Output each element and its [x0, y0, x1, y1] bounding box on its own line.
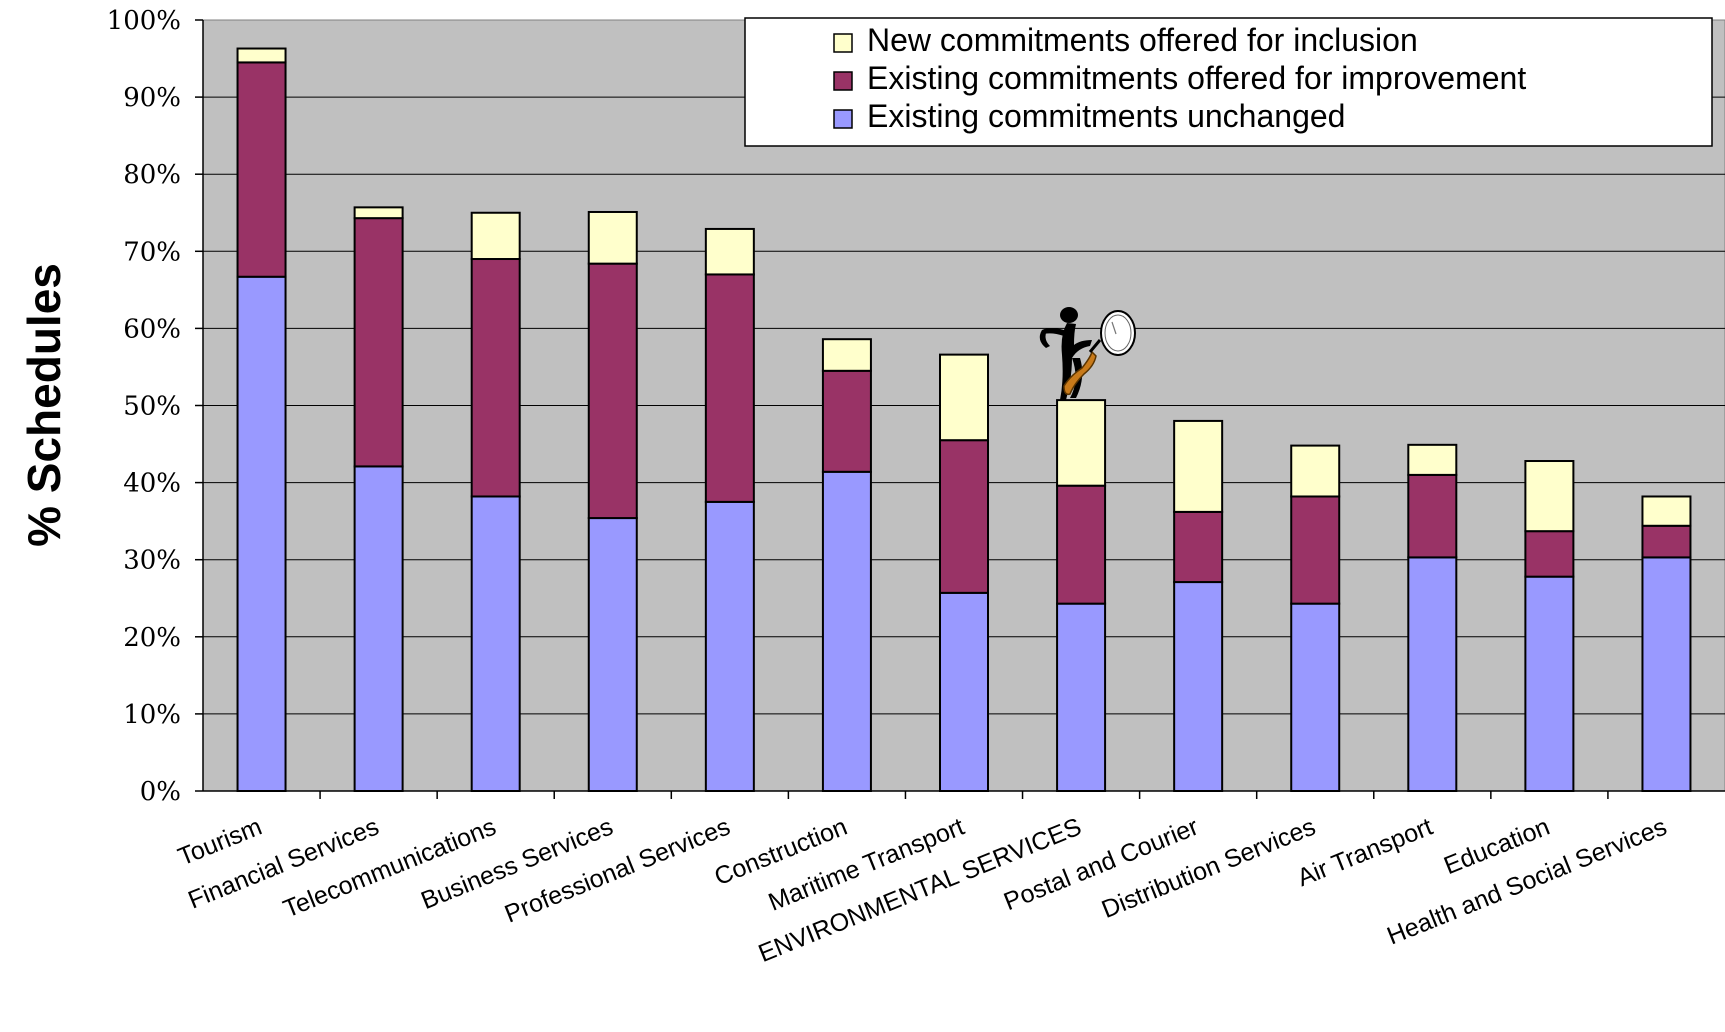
- y-tick-label: 40%: [123, 469, 181, 499]
- bars: [236, 47, 1692, 793]
- y-axis-ticks: 0% 10% 20% 30% 40% 50% 60% 70% 80% 90% 100%: [107, 6, 203, 807]
- bar-segment-series-1: [1290, 602, 1341, 792]
- bar-segment-series-2: [236, 61, 287, 278]
- bar-segment-series-1: [1407, 556, 1458, 793]
- bar-segment-series-1: [821, 470, 872, 792]
- x-tick-label: Distribution Services: [1098, 813, 1320, 924]
- bar-segment-series-3: [704, 227, 755, 276]
- bar-segment-series-2: [821, 369, 872, 473]
- y-tick-label: 0%: [140, 777, 181, 807]
- bar-segment-series-2: [704, 273, 755, 503]
- person-with-magnifying-glass-icon: [1039, 307, 1136, 400]
- bar-segment-series-3: [1056, 399, 1107, 487]
- bar-segment-series-1: [1173, 581, 1224, 793]
- y-tick-label: 70%: [123, 237, 181, 267]
- bar-segment-series-3: [1641, 495, 1692, 527]
- y-tick-label: 20%: [123, 623, 181, 653]
- bar-segment-series-1: [587, 517, 638, 792]
- y-tick-label: 90%: [123, 83, 181, 113]
- x-tick-label: Air Transport: [1293, 813, 1436, 893]
- bar-segment-series-1: [938, 591, 990, 793]
- bar-segment-series-2: [938, 439, 990, 594]
- bar-segment-series-1: [1524, 575, 1575, 792]
- bar-segment-series-2: [470, 258, 521, 498]
- bar-segment-series-3: [587, 210, 638, 265]
- bar-segment-series-1: [1056, 602, 1107, 792]
- bar-segment-series-2: [353, 217, 404, 468]
- bar-segment-series-1: [704, 500, 755, 792]
- bar-segment-series-3: [1524, 460, 1575, 533]
- y-tick-label: 60%: [123, 314, 181, 344]
- legend-swatch: [833, 109, 853, 129]
- bar-segment-series-1: [470, 495, 521, 792]
- bar-segment-series-3: [1173, 419, 1224, 513]
- legend-box: [744, 17, 1713, 147]
- bar-segment-series-2: [1056, 484, 1107, 605]
- bar-segment-series-3: [470, 211, 521, 261]
- legend-label: New commitments offered for inclusion: [867, 22, 1418, 58]
- bar-segment-series-3: [1290, 444, 1341, 498]
- bar-segment-series-3: [236, 47, 287, 64]
- y-tick-label: 50%: [123, 392, 181, 422]
- bar-segment-series-2: [587, 262, 638, 520]
- bar-segment-series-3: [938, 353, 990, 442]
- bar-segment-series-2: [1641, 524, 1692, 559]
- legend-label: Existing commitments offered for improve…: [867, 60, 1526, 96]
- legend-swatch: [833, 71, 853, 91]
- bar-segment-series-1: [353, 465, 404, 792]
- legend: New commitments offered for inclusionExi…: [744, 17, 1713, 147]
- y-axis-label: % Schedules: [18, 263, 70, 547]
- y-tick-label: 10%: [123, 700, 181, 730]
- legend-swatch: [833, 33, 853, 53]
- legend-label: Existing commitments unchanged: [867, 98, 1345, 134]
- bar-segment-series-2: [1407, 473, 1458, 559]
- y-tick-label: 30%: [123, 546, 181, 576]
- bar-segment-series-3: [821, 338, 872, 372]
- bar-segment-series-2: [1524, 530, 1575, 578]
- bar-segment-series-3: [1407, 443, 1458, 476]
- bar-segment-series-1: [236, 275, 287, 793]
- y-tick-label: 100%: [107, 6, 181, 36]
- y-tick-label: 80%: [123, 160, 181, 190]
- bar-segment-series-2: [1173, 510, 1224, 584]
- bar-segment-series-1: [1641, 556, 1692, 793]
- bar-segment-series-2: [1290, 495, 1341, 605]
- bar-segment-series-3: [353, 206, 404, 220]
